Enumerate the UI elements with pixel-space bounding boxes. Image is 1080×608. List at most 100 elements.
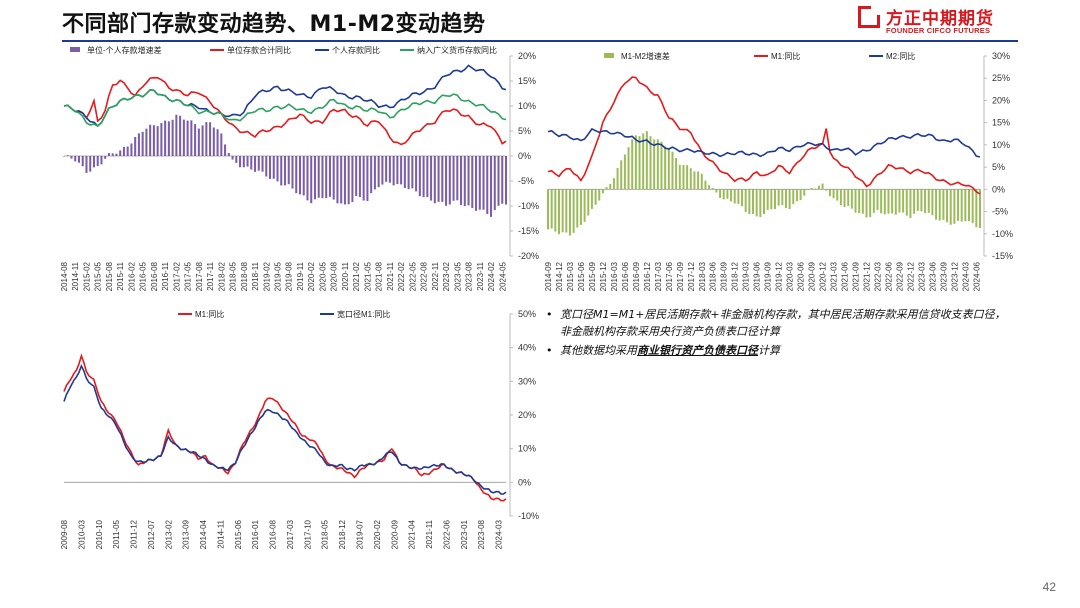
x-tick-label: 2015-08 bbox=[105, 261, 114, 291]
bar bbox=[81, 156, 84, 167]
x-tick-label: 2023-11 bbox=[476, 261, 485, 290]
x-tick-label: 2017-12 bbox=[687, 261, 696, 291]
bar bbox=[209, 122, 212, 156]
x-tick-label: 2022-06 bbox=[442, 519, 451, 549]
bar bbox=[160, 123, 163, 156]
bar bbox=[568, 189, 571, 236]
bar bbox=[328, 156, 331, 197]
x-tick-label: 2016-01 bbox=[251, 519, 260, 549]
chart-deposit-growth: 20% 15% 10% 5% 0% -5% -10% -15% -20% 2014-08 2014-… bbox=[60, 45, 539, 291]
bar bbox=[489, 156, 493, 217]
bar bbox=[107, 153, 110, 156]
bar bbox=[92, 156, 95, 168]
bar bbox=[242, 156, 245, 168]
bar bbox=[321, 156, 324, 199]
bar bbox=[186, 120, 189, 156]
x-tick-label: 2021-12 bbox=[863, 261, 872, 291]
y-tick-label: 15% bbox=[992, 118, 1010, 128]
page-number: 42 bbox=[1042, 580, 1056, 594]
bar bbox=[905, 189, 908, 216]
x-tick-label: 2017-06 bbox=[665, 261, 674, 291]
bar bbox=[741, 189, 744, 207]
bar bbox=[781, 189, 784, 206]
bar bbox=[960, 189, 963, 222]
chart-broad-m1: 50% 40% 30% 20% 10% 0% -10% 2009-08 2010-03 2010-… bbox=[60, 309, 539, 549]
bar bbox=[931, 189, 934, 216]
bar bbox=[730, 189, 733, 202]
x-tick-label: 2020-02 bbox=[307, 261, 316, 291]
x-tick-label: 2020-11 bbox=[341, 261, 350, 290]
x-tick-label: 2021-03 bbox=[830, 261, 839, 291]
bar bbox=[493, 156, 496, 211]
bar bbox=[843, 189, 846, 208]
x-tick-label: 2018-05 bbox=[321, 519, 330, 549]
bar bbox=[504, 156, 508, 205]
bar bbox=[799, 189, 802, 201]
y-tick-label: 40% bbox=[518, 343, 536, 353]
bar bbox=[547, 189, 549, 230]
x-tick-label: 2015-02 bbox=[82, 261, 91, 291]
bar bbox=[362, 156, 365, 201]
bar bbox=[854, 189, 857, 213]
x-tick-label: 2022-12 bbox=[906, 261, 915, 291]
x-tick-label: 2016-08 bbox=[150, 261, 159, 291]
bar bbox=[935, 189, 938, 220]
x-tick-label: 2014-11 bbox=[71, 261, 80, 290]
bar bbox=[872, 189, 875, 213]
x-tick-label: 2016-12 bbox=[643, 261, 652, 291]
x-tick-label: 2023-05 bbox=[453, 261, 462, 291]
bar bbox=[250, 156, 253, 170]
x-tick-label: 2012-07 bbox=[147, 519, 156, 549]
bar bbox=[784, 189, 787, 209]
bar bbox=[806, 189, 809, 191]
bar bbox=[231, 156, 234, 160]
x-tick-label: 2023-08 bbox=[465, 261, 474, 291]
bar bbox=[971, 189, 974, 224]
legend-swatch bbox=[70, 47, 80, 52]
bar bbox=[664, 146, 667, 190]
x-tick-label: 2016-06 bbox=[621, 261, 630, 291]
bar bbox=[953, 189, 956, 224]
bar bbox=[627, 147, 630, 190]
bar bbox=[478, 156, 481, 210]
bar bbox=[456, 156, 459, 201]
bar bbox=[280, 156, 283, 186]
x-tick-label: 2024-03 bbox=[961, 261, 970, 291]
x-tick-label: 2022-08 bbox=[420, 261, 429, 291]
bar bbox=[645, 131, 648, 190]
x-tick-label: 2022-06 bbox=[884, 261, 893, 291]
page-title: 不同部门存款变动趋势、M1-M2变动趋势 bbox=[62, 12, 486, 37]
bar bbox=[448, 156, 451, 205]
notes-panel: • 宽口径M1=M1+居民活期存款+非金融机构存款，其中居民活期存款采用信贷收支… bbox=[546, 306, 1016, 361]
bar bbox=[946, 189, 949, 223]
bar bbox=[803, 189, 806, 196]
x-tick-label: 2016-08 bbox=[269, 519, 278, 549]
x-tick-label: 2023-06 bbox=[928, 261, 937, 291]
bar bbox=[671, 151, 674, 190]
x-tick-label: 2021-11 bbox=[386, 261, 395, 290]
bar bbox=[850, 189, 853, 209]
bar bbox=[583, 189, 586, 222]
x-tick-label: 2016-09 bbox=[632, 261, 641, 291]
x-tick-label: 2019-03 bbox=[742, 261, 751, 291]
x-tick-label: 2019-11 bbox=[296, 261, 305, 290]
bar bbox=[137, 133, 140, 156]
x-tick-label: 2017-10 bbox=[303, 519, 312, 549]
bar bbox=[400, 156, 403, 185]
bar bbox=[869, 189, 872, 217]
bar bbox=[486, 156, 489, 214]
bar bbox=[909, 189, 912, 218]
bar bbox=[268, 156, 272, 179]
bar bbox=[385, 156, 388, 182]
bar bbox=[261, 156, 264, 172]
y-tick-label: 10% bbox=[518, 101, 536, 111]
bar bbox=[501, 156, 504, 204]
y-tick-label: 5% bbox=[992, 162, 1005, 172]
bar bbox=[111, 153, 114, 156]
bar bbox=[623, 154, 626, 190]
bar bbox=[298, 156, 302, 195]
x-tick-label: 2023-08 bbox=[477, 519, 486, 549]
bar bbox=[678, 164, 681, 190]
bar bbox=[722, 189, 725, 200]
bar bbox=[832, 189, 835, 199]
